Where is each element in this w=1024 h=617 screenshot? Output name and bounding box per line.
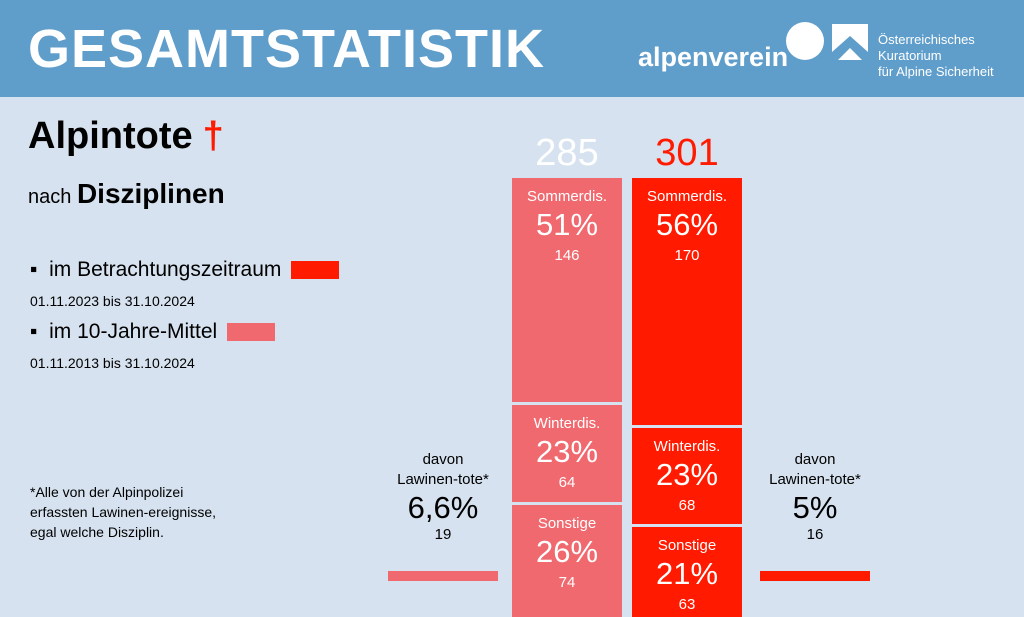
header: GESAMTSTATISTIK alpenverein Österreichis…	[0, 0, 1024, 97]
bar-total: 285	[535, 132, 599, 174]
legend-dates: 01.11.2013 bis 31.10.2024	[30, 355, 195, 371]
segment-percent: 56%	[655, 207, 719, 242]
avalanche-p: 5%	[792, 490, 838, 525]
bar-segment: Sommerdis. 51% 146	[512, 178, 622, 403]
cross-icon: †	[202, 115, 224, 157]
segment-label: Sommerdis.	[646, 188, 728, 205]
okas-logo-icon	[832, 24, 868, 60]
legend-swatch	[291, 261, 340, 280]
legend-dates: 01.11.2023 bis 31.10.2024	[30, 293, 195, 309]
segment-value: 68	[678, 496, 696, 514]
bar-segment: Sonstige 26% 74	[512, 504, 622, 617]
segment-value: 63	[678, 596, 696, 614]
bar-segment: Sonstige 21% 63	[632, 527, 742, 617]
avalanche-t: davon	[422, 451, 464, 468]
legend-item-current: ▪ im Betrachtungszeitraum	[30, 258, 340, 282]
avalanche-bar	[760, 571, 870, 581]
footnote: *Alle von der Alpinpolizei erfassten Law…	[30, 484, 216, 540]
avalanche-c: 19	[434, 526, 452, 543]
segment-label: Winterdis.	[533, 415, 601, 433]
segment-percent: 26%	[535, 533, 599, 569]
edelweiss-icon	[786, 22, 824, 60]
okas-logo-text: Österreichisches Kuratorium für Alpine S…	[878, 32, 994, 79]
bar-total: 301	[655, 132, 719, 174]
segment-percent: 21%	[655, 556, 719, 592]
segment-label: Sommerdis.	[526, 188, 608, 205]
avalanche-t: davon	[794, 451, 836, 468]
bar-segment: Sommerdis. 56% 170	[632, 178, 742, 425]
heading: Alpintote †	[28, 115, 224, 157]
avalanche-bar	[388, 571, 498, 581]
bar-segment: Winterdis. 23% 68	[632, 427, 742, 525]
legend-item-average: ▪ im 10-Jahre-Mittel	[30, 320, 276, 344]
bar-segment: Winterdis. 23% 64	[512, 405, 622, 502]
segment-percent: 23%	[535, 434, 599, 470]
segment-label: Winterdis.	[653, 437, 721, 455]
alpenverein-logo: alpenverein	[638, 42, 789, 72]
segment-label: Sonstige	[657, 537, 717, 555]
segment-value: 64	[558, 474, 576, 492]
segment-label: Sonstige	[537, 514, 597, 532]
avalanche-t: Lawinen-tote*	[397, 471, 489, 488]
avalanche-label: davon Lawinen-tote* 5% 16	[760, 450, 870, 543]
legend-swatch	[227, 323, 276, 342]
segment-value: 146	[554, 247, 580, 264]
avalanche-t: Lawinen-tote*	[769, 471, 861, 488]
avalanche-label: davon Lawinen-tote* 6,6% 19	[388, 450, 498, 543]
page-title: GESAMTSTATISTIK	[28, 19, 545, 79]
avalanche-p: 6,6%	[407, 490, 479, 525]
segment-value: 74	[558, 573, 576, 591]
segment-percent: 23%	[655, 456, 719, 492]
subtitle: nach Disziplinen	[28, 178, 225, 209]
segment-value: 170	[674, 247, 700, 264]
avalanche-c: 16	[806, 526, 824, 543]
segment-percent: 51%	[535, 207, 599, 242]
